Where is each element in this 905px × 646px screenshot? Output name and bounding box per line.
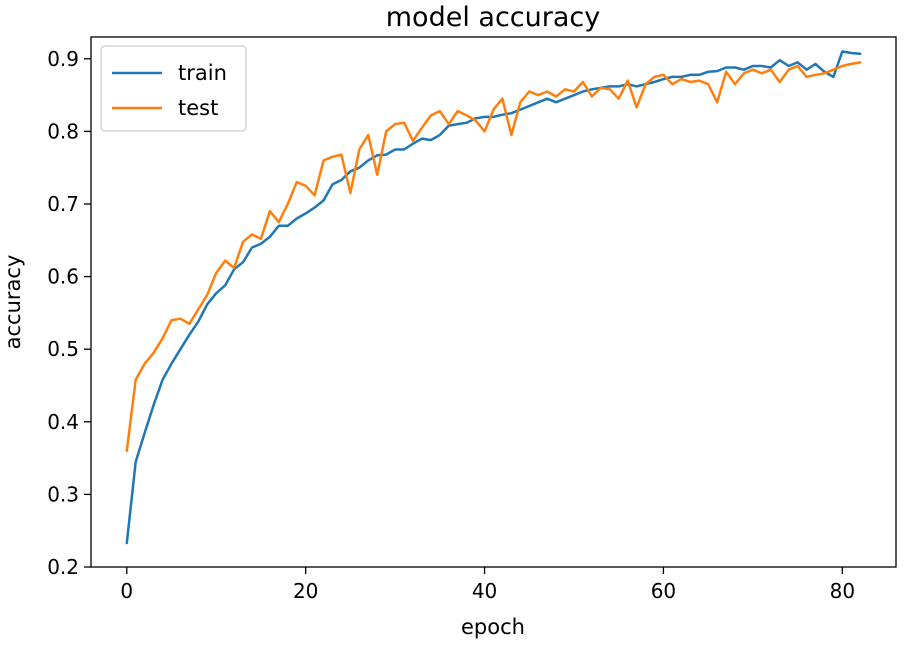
y-tick-label: 0.9 bbox=[47, 47, 79, 71]
series-layer bbox=[125, 50, 862, 545]
x-axis: 0 20 40 60 80 bbox=[120, 567, 855, 603]
chart-title: model accuracy bbox=[386, 2, 600, 33]
x-tick-label: 60 bbox=[651, 579, 676, 603]
x-tick-label: 20 bbox=[293, 579, 318, 603]
x-tick-label: 40 bbox=[472, 579, 497, 603]
y-tick-label: 0.3 bbox=[47, 482, 79, 506]
y-axis: 0.2 0.3 0.4 0.5 0.6 0.7 0.8 0.9 bbox=[47, 47, 91, 579]
y-tick-label: 0.2 bbox=[47, 555, 79, 579]
legend: train test bbox=[100, 45, 247, 132]
y-tick-label: 0.5 bbox=[47, 337, 79, 361]
legend-label-train: train bbox=[178, 61, 227, 85]
x-tick-label: 80 bbox=[830, 579, 855, 603]
x-tick-label: 0 bbox=[120, 579, 133, 603]
series-line-test bbox=[125, 61, 862, 453]
series-line-train bbox=[125, 50, 862, 545]
y-tick-label: 0.6 bbox=[47, 265, 79, 289]
y-axis-label: accuracy bbox=[1, 255, 25, 350]
legend-label-test: test bbox=[178, 96, 218, 120]
y-tick-label: 0.8 bbox=[47, 119, 79, 143]
legend-box bbox=[100, 45, 247, 132]
x-axis-label: epoch bbox=[461, 615, 525, 639]
y-tick-label: 0.4 bbox=[47, 410, 79, 434]
y-tick-label: 0.7 bbox=[47, 192, 79, 216]
plot-frame bbox=[90, 36, 897, 568]
